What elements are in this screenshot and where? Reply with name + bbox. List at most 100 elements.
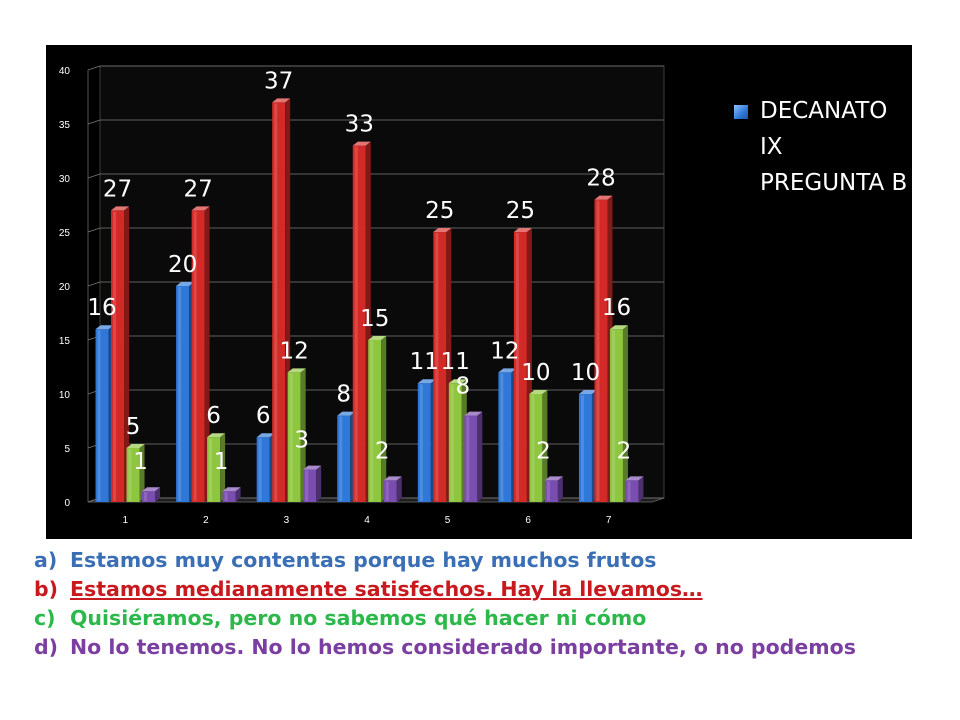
data-label: 10 [571,360,600,386]
answer-option-a: a) Estamos muy contentas porque hay much… [34,546,934,575]
y-tick-label: 20 [59,282,71,293]
bar-highlight [627,481,631,501]
option-marker: a) [34,548,58,572]
bar-front [448,383,462,502]
bar-series4-cat4 [383,476,402,502]
bar-highlight [450,384,454,501]
bar-top [464,411,483,416]
bar-highlight [611,330,615,501]
bar-series1-cat3 [256,433,275,502]
bar-front [337,415,351,502]
bar-top [142,487,161,492]
bar-series4-cat2 [222,487,241,502]
bar-front [272,102,286,503]
bar-top [176,282,195,286]
bar-top [417,379,436,384]
bar-front [176,286,190,502]
data-label: 15 [360,306,389,332]
option-marker: d) [34,635,59,659]
data-label: 12 [280,338,309,364]
x-tick-label: 1 [123,515,129,526]
data-label: 11 [441,349,470,375]
bar-highlight [274,103,278,502]
y-tick-label: 10 [59,390,71,401]
data-label: 37 [264,68,293,94]
bar-front [383,480,397,502]
option-marker: b) [34,577,59,601]
bar-front [464,415,478,502]
bar-highlight [385,481,389,501]
data-label: 2 [617,438,632,464]
bar-top [337,411,356,416]
data-label: 16 [87,295,116,321]
bar-top [433,228,452,232]
legend-swatch [734,105,748,119]
x-tick-label: 5 [445,515,451,526]
bar-top [352,141,371,146]
bar-top [303,465,322,470]
gridline [87,227,664,233]
chart-panel: 0 5 10 15 20 25 30 35 40 1 2 3 4 5 6 7 16 27 5 1 20 27 6 1 6 37 12… [46,45,912,539]
bar-side [139,444,145,502]
bar-highlight [515,233,519,501]
bar-top [207,433,226,438]
bar-highlight [531,395,535,501]
option-text: Estamos medianamente satisfechos. Hay la… [70,577,703,601]
data-label: 25 [425,198,454,224]
bar-side [155,487,161,502]
bar-series2-cat3 [272,98,291,503]
bar-series4-cat1 [142,487,161,502]
bar-front [111,210,125,502]
bar-side [220,433,226,502]
bar-series1-cat2 [176,282,195,502]
bar-side [622,325,628,502]
bar-top [609,325,628,330]
bar-highlight [113,211,117,501]
data-label: 8 [456,374,471,400]
data-label: 33 [345,112,374,138]
bar-series2-cat1 [111,206,130,502]
bar-front [256,437,270,502]
data-label: 6 [256,403,271,429]
bar-side [396,476,402,502]
bar-top [498,368,517,373]
bar-top [191,206,210,211]
answer-options-list: a) Estamos muy contentas porque hay much… [34,546,934,662]
option-text: Estamos muy contentas porque hay muchos … [70,548,657,572]
bar-side [557,476,563,502]
bar-highlight [596,200,600,501]
bar-highlight [289,373,293,501]
bar-series1-cat7 [578,390,597,502]
x-tick-label: 7 [606,515,612,526]
bar-highlight [178,287,182,501]
bar-side [638,476,644,502]
bar-series4-cat5 [464,411,483,502]
bar-side [316,465,322,502]
answer-option-d: d) No lo tenemos. No lo hemos considerad… [34,633,934,662]
bar-highlight [435,233,439,501]
data-label: 28 [586,166,615,192]
bar-top [256,433,275,438]
y-tick-label: 25 [59,228,71,239]
bar-front [578,394,592,502]
option-marker: c) [34,606,56,630]
data-label: 2 [536,438,551,464]
bar-front [303,469,317,502]
bar-front [417,383,431,502]
answer-option-c: c) Quisiéramos, pero no sabemos qué hace… [34,604,934,633]
bar-front [609,329,623,502]
bar-highlight [354,146,358,501]
data-label: 1 [214,449,229,475]
bar-series4-cat6 [544,476,563,502]
bar-highlight [466,416,470,501]
bar-top [448,379,467,384]
bar-series3-cat7 [609,325,628,502]
data-label: 5 [126,414,141,440]
bar-front [222,491,236,502]
bar-side [124,206,130,502]
bar-series2-cat2 [191,206,210,502]
bar-top [126,444,145,448]
bar-side [477,411,483,502]
y-tick-label: 5 [64,444,70,455]
